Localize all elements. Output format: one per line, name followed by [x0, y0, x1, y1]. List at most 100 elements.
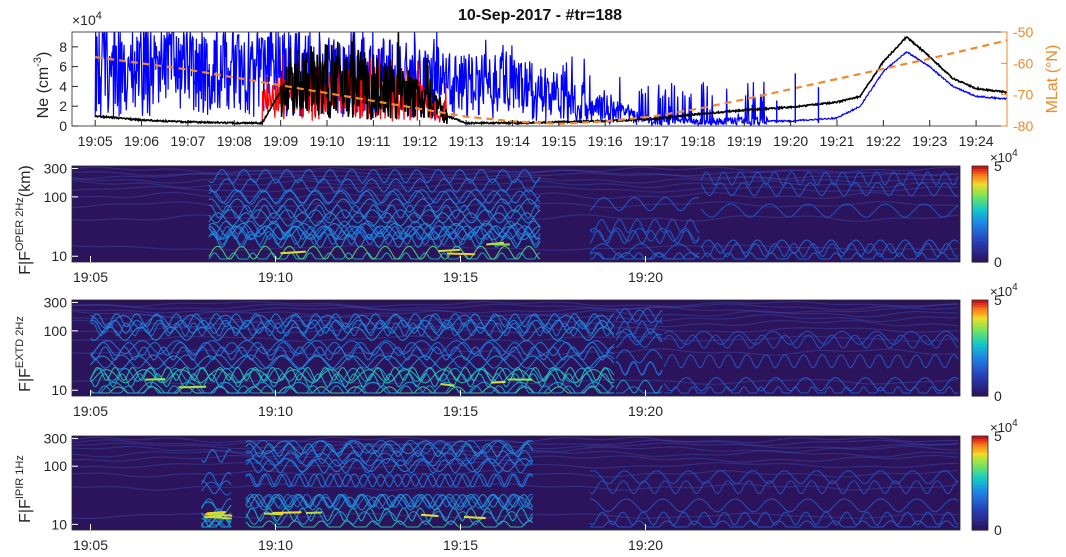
burst-line: [589, 243, 700, 258]
colorbar: 0 5×104: [971, 282, 1018, 404]
ridge: [72, 309, 959, 318]
colorbar-segment: [972, 388, 988, 392]
y-tick-label: 0: [59, 118, 67, 134]
colorbar-segment: [972, 504, 988, 508]
colorbar-segment: [972, 511, 988, 515]
ridge: [72, 244, 959, 251]
burst-line: [245, 493, 534, 508]
colorbar-segment: [972, 238, 988, 241]
burst-line: [615, 320, 663, 336]
ridge: [72, 306, 959, 314]
burst-line: [208, 225, 541, 241]
colorbar-segment: [972, 376, 988, 380]
colorbar-tick-label: 0: [994, 254, 1002, 270]
x-tick-label: 19:08: [217, 133, 252, 149]
burst-line: [663, 354, 959, 369]
colorbar-segment: [972, 447, 988, 451]
burst-line: [208, 245, 541, 260]
series-group: [94, 32, 1007, 126]
burst-highlight: [490, 380, 506, 384]
heatmap-x-tick-label: 19:20: [628, 269, 663, 285]
y2-tick-label: -70: [1013, 87, 1033, 103]
heatmap-y-tick-label: 100: [44, 458, 68, 474]
x-tick-label: 19:17: [634, 133, 669, 149]
x-tick-label: 19:14: [495, 133, 530, 149]
heatmap-y-label-end: (km): [17, 165, 34, 197]
heatmap-y-label-main: F|F: [17, 251, 34, 275]
heatmap-lines: [72, 166, 959, 260]
x-tick-label: 19:15: [541, 133, 576, 149]
heatmap-axes-box: [71, 435, 961, 531]
colorbar-segment: [972, 190, 988, 193]
colorbar-tick-label: 0: [994, 522, 1002, 538]
x-tick-label: 19:22: [866, 133, 901, 149]
y2-tick-label: -80: [1013, 118, 1033, 134]
ne-line-2: [94, 32, 1007, 126]
burst-highlight: [306, 511, 322, 514]
colorbar-segment: [972, 454, 988, 458]
colorbar-segment: [972, 319, 988, 323]
colorbar-segment: [972, 324, 988, 327]
ridge: [72, 314, 959, 323]
heatmap-x-tick-label: 19:15: [443, 403, 478, 419]
heatmap-y-tick-label: 10: [51, 516, 67, 532]
burst-highlight: [272, 511, 302, 514]
colorbar-segment: [972, 362, 988, 366]
colorbar-segment: [972, 499, 988, 503]
burst-line: [589, 470, 959, 485]
colorbar-tick-label: 5: [994, 292, 1002, 308]
colorbar-segment: [972, 352, 988, 356]
burst-line: [208, 178, 541, 193]
colorbar-segment: [972, 247, 988, 251]
colorbar-segment: [972, 515, 988, 519]
x-tick-label: 19:07: [170, 133, 205, 149]
colorbar-segment: [972, 483, 988, 486]
colorbar-segment: [972, 185, 988, 189]
colorbar-segment: [972, 252, 988, 256]
burst-line: [589, 229, 700, 245]
colorbar-segment: [972, 223, 988, 227]
y-tick-label: 4: [59, 78, 67, 94]
colorbar-segment: [972, 393, 988, 397]
x-tick-label: 19:21: [819, 133, 854, 149]
colorbar-segment: [972, 348, 988, 351]
x-tick-label: 19:11: [356, 133, 390, 149]
colorbar: 0 5×104: [971, 148, 1018, 270]
colorbar-exponent-power: 4: [1012, 418, 1018, 429]
burst-line: [245, 493, 534, 508]
colorbar-segment: [972, 494, 988, 498]
colorbar-segment: [972, 357, 988, 361]
y-tick-label: 2: [59, 98, 67, 114]
burst-line: [700, 242, 959, 258]
heatmap-y-label-sup: EXTD 2Hz: [14, 316, 26, 368]
heatmap-y-tick-label: 100: [44, 189, 68, 205]
colorbar-exponent: ×104: [990, 148, 1018, 165]
y-exponent: ×104: [72, 10, 102, 28]
x-tick-label: 19:19: [727, 133, 762, 149]
colorbar-segment: [972, 367, 988, 371]
colorbar-segment: [972, 182, 988, 186]
heatmap-panel-3: 10 100 300 19:05 19:10 19:15 19:20 F|FIPIR 1Hz 0…: [14, 418, 1018, 553]
burst-line: [90, 314, 615, 329]
colorbar-segment: [972, 372, 988, 375]
colorbar-exponent-base: ×10: [990, 150, 1012, 165]
ridge: [72, 439, 959, 447]
colorbar-segment: [972, 209, 988, 213]
colorbar-segment: [972, 386, 988, 390]
colorbar-tick-label: 5: [994, 428, 1002, 444]
burst-line: [90, 340, 615, 355]
x-tick-label: 19:05: [78, 133, 113, 149]
colorbar-segment: [972, 508, 988, 512]
burst-line: [615, 361, 663, 376]
burst-line: [663, 377, 959, 392]
burst-line: [245, 439, 533, 454]
colorbar-segment: [972, 314, 988, 318]
colorbar-segment: [972, 384, 988, 387]
heatmap-lines: [72, 436, 959, 528]
colorbar-segment: [972, 326, 988, 330]
colorbar-segment: [972, 180, 988, 184]
burst-line: [208, 190, 541, 205]
colorbar-segment: [972, 522, 988, 526]
colorbar-segment: [972, 216, 988, 220]
